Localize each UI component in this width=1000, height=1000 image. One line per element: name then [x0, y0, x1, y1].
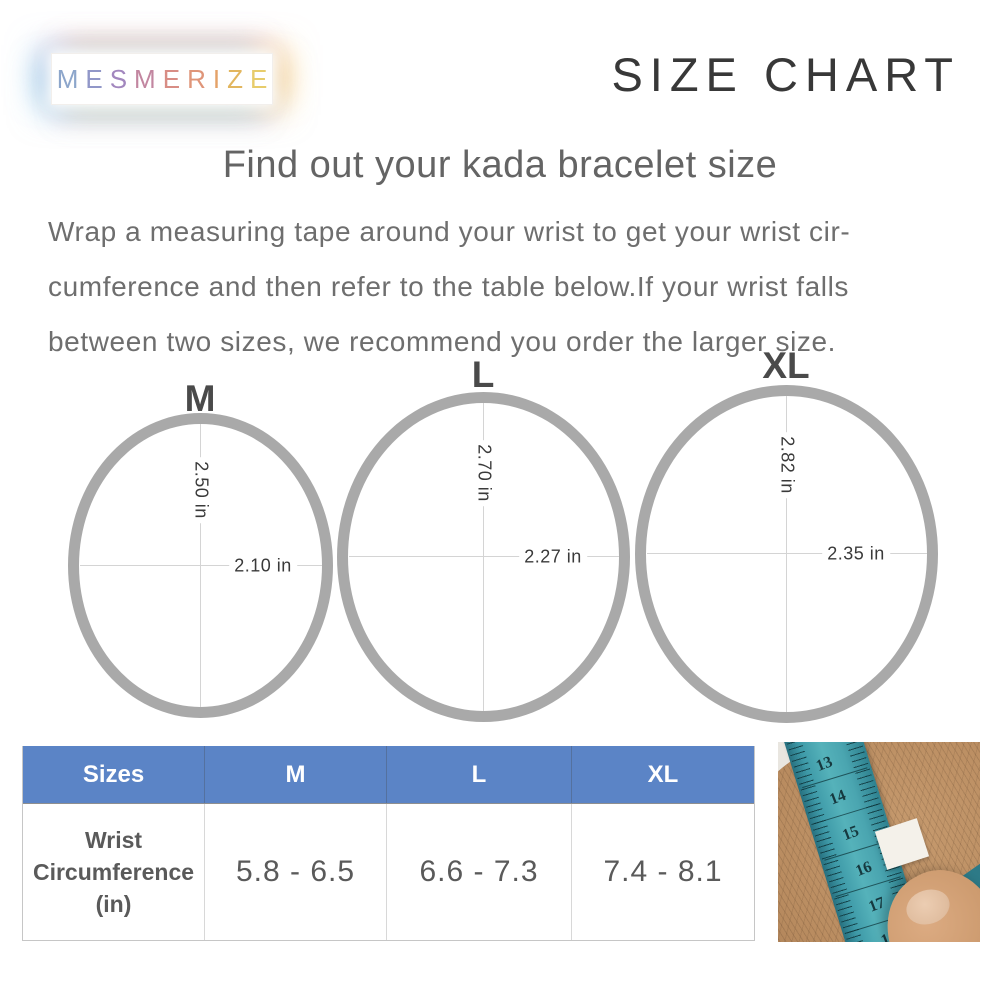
tape-number: 16	[853, 858, 875, 880]
ring-size-label-m: M	[184, 378, 216, 419]
vertical-diameter-label-l: 2.70 in	[473, 440, 495, 506]
tape-number: 17	[866, 894, 888, 916]
brand-letter: S	[109, 63, 128, 94]
ring-size-label-l: L	[471, 354, 495, 395]
horizontal-diameter-label-xl: 2.35 in	[822, 543, 890, 565]
table-body-row: Wrist Circumference (in) 5.8 - 6.5 6.6 -…	[23, 803, 754, 940]
brand-logo: M E S M E R I Z E	[51, 53, 273, 105]
horizontal-diameter-label-l: 2.27 in	[519, 546, 587, 568]
vertical-diameter-label-m: 2.50 in	[190, 457, 212, 523]
intro-line: Wrap a measuring tape around your wrist …	[48, 216, 851, 247]
brand-letter: M	[56, 63, 79, 94]
row-label-cell: Wrist Circumference (in)	[23, 804, 205, 940]
header-cell-m: M	[205, 746, 387, 803]
page-title: SIZE CHART	[611, 48, 960, 101]
intro-line: between two sizes, we recommend you orde…	[48, 326, 837, 357]
crosshair-vertical	[483, 403, 484, 711]
intro-heading: Find out your kada bracelet size	[222, 144, 778, 186]
crosshair-vertical	[786, 396, 787, 712]
brand-letter: M	[134, 63, 156, 94]
tape-number: 15	[840, 822, 862, 845]
brand-letter: I	[212, 63, 221, 94]
brand-letter: E	[249, 63, 268, 94]
table-header-row: Sizes M L XL	[23, 746, 754, 803]
tape-number: 13	[813, 753, 835, 775]
intro-paragraph: Wrap a measuring tape around your wrist …	[48, 204, 958, 369]
ring-size-label-xl: XL	[762, 345, 810, 386]
value-cell-l: 6.6 - 7.3	[387, 804, 572, 940]
brand-letter: E	[85, 63, 103, 94]
crosshair-horizontal	[647, 553, 927, 554]
tape-number: 14	[827, 786, 849, 809]
horizontal-diameter-label-m: 2.10 in	[229, 555, 297, 577]
intro-line: cumference and then refer to the table b…	[48, 271, 850, 302]
header-cell-xl: XL	[647, 760, 679, 788]
crosshair-horizontal	[80, 565, 322, 566]
brand-letter: Z	[227, 63, 243, 94]
vertical-diameter-label-xl: 2.82 in	[776, 432, 798, 498]
header-cell-l: L	[387, 746, 572, 803]
size-table: Sizes M L XL Wrist Circumference (in) 5.…	[22, 746, 755, 941]
header-cell-sizes: Sizes	[23, 746, 205, 803]
brand-letter: E	[162, 63, 181, 94]
wrist-photo: 13 14 15 16 17 18	[778, 742, 980, 942]
brand-letter: R	[187, 63, 206, 94]
crosshair-horizontal	[349, 556, 619, 557]
value-cell-m: 5.8 - 6.5	[205, 804, 387, 940]
value-cell-xl: 7.4 - 8.1	[603, 855, 723, 888]
